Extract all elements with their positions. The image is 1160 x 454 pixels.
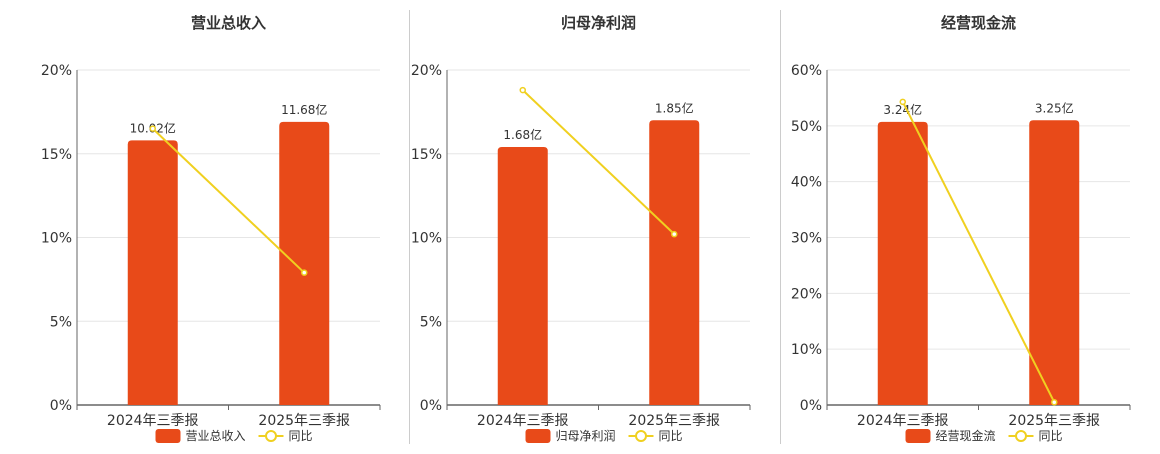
bar[interactable] <box>497 147 548 406</box>
y-tick-label: 15% <box>411 147 442 163</box>
y-tick-label: 10% <box>791 342 822 358</box>
x-tick-label: 2025年三季报 <box>1008 413 1100 429</box>
y-tick-label: 15% <box>41 147 72 163</box>
yoy-line <box>522 89 675 235</box>
bar-value-label: 3.24亿 <box>883 102 922 117</box>
yoy-point[interactable] <box>519 86 526 94</box>
bar-value-label: 3.25亿 <box>1035 100 1074 115</box>
chart-title: 归母净利润 <box>561 14 636 32</box>
legend-bar-swatch[interactable] <box>155 429 181 443</box>
x-tick-label: 2024年三季报 <box>477 413 569 429</box>
legend-bar-label[interactable]: 营业总收入 <box>186 429 246 443</box>
y-tick-label: 5% <box>50 314 72 330</box>
bar[interactable] <box>649 120 700 405</box>
y-tick-label: 60% <box>791 63 822 79</box>
panel-divider <box>409 10 410 444</box>
yoy-line <box>152 127 305 274</box>
yoy-point[interactable] <box>149 125 156 132</box>
legend-bar-swatch[interactable] <box>905 429 931 443</box>
bar-value-label: 11.68亿 <box>281 102 327 117</box>
y-tick-label: 40% <box>791 175 822 191</box>
bar[interactable] <box>877 121 928 406</box>
yoy-point[interactable] <box>899 98 906 106</box>
bar[interactable] <box>1029 120 1080 405</box>
x-tick-label: 2025年三季报 <box>628 413 720 429</box>
yoy-point[interactable] <box>1051 398 1058 406</box>
bar-value-label: 1.85亿 <box>655 100 694 115</box>
yoy-point[interactable] <box>301 269 308 276</box>
legend-line-marker[interactable] <box>1015 430 1027 442</box>
y-tick-label: 0% <box>420 398 442 414</box>
bar-value-label: 1.68亿 <box>503 127 542 142</box>
x-tick-label: 2025年三季报 <box>258 413 350 429</box>
legend-line-label[interactable]: 同比 <box>659 429 683 443</box>
x-tick-label: 2024年三季报 <box>857 413 949 429</box>
chart-title: 营业总收入 <box>191 14 266 32</box>
y-tick-label: 20% <box>411 63 442 79</box>
y-tick-label: 50% <box>791 119 822 135</box>
x-tick-label: 2024年三季报 <box>107 413 199 429</box>
y-tick-label: 0% <box>800 398 822 414</box>
legend-bar-label[interactable]: 归母净利润 <box>556 429 616 443</box>
bar[interactable] <box>279 121 330 406</box>
y-tick-label: 5% <box>420 314 442 330</box>
yoy-point[interactable] <box>671 230 678 238</box>
bar[interactable] <box>127 140 178 405</box>
legend-bar-label[interactable]: 经营现金流 <box>936 428 996 443</box>
y-tick-label: 0% <box>50 398 72 414</box>
y-tick-label: 10% <box>411 231 442 247</box>
legend-line-label[interactable]: 同比 <box>1039 429 1063 443</box>
y-tick-label: 10% <box>41 231 72 247</box>
yoy-line <box>901 101 1056 403</box>
chart-title: 经营现金流 <box>941 14 1016 32</box>
y-tick-label: 20% <box>791 286 822 302</box>
legend-bar-swatch[interactable] <box>525 429 551 443</box>
legend-line-marker[interactable] <box>265 430 277 442</box>
y-tick-label: 20% <box>41 63 72 79</box>
y-tick-label: 30% <box>791 231 822 247</box>
legend-line-marker[interactable] <box>635 430 647 442</box>
panel-divider <box>780 10 781 444</box>
legend-line-label[interactable]: 同比 <box>289 429 313 443</box>
